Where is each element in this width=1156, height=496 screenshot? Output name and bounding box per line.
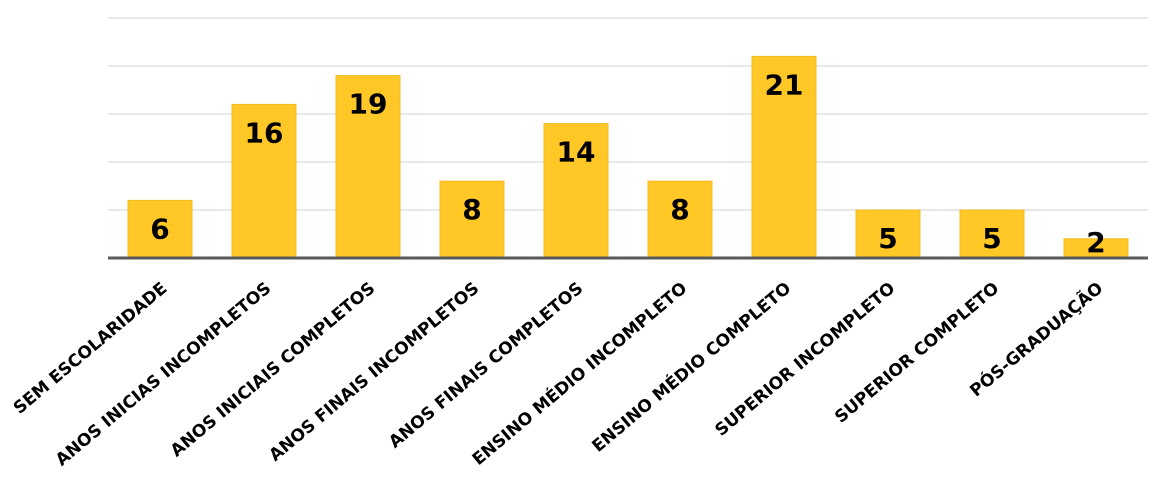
data-label: 5 <box>878 222 897 255</box>
data-label: 21 <box>765 68 804 101</box>
category-label: ANOS INICIAIS COMPLETOS <box>167 279 379 462</box>
data-label: 6 <box>150 212 169 245</box>
data-label: 14 <box>557 136 596 169</box>
data-label: 8 <box>670 193 689 226</box>
bar <box>543 123 609 259</box>
data-label: 16 <box>245 116 284 149</box>
bar <box>647 180 713 259</box>
bar <box>439 180 505 259</box>
bar <box>127 199 193 259</box>
category-label: SUPERIOR COMPLETO <box>831 279 1003 428</box>
bar <box>751 55 817 259</box>
bar <box>335 75 401 259</box>
bar <box>959 209 1025 259</box>
category-label: ENSINO MÉDIO INCOMPLETO <box>467 277 691 470</box>
data-labels: 6 16 19 8 14 8 21 5 5 2 <box>150 68 1105 259</box>
category-label: ENSINO MÉDIO COMPLETO <box>587 277 795 457</box>
category-label: ANOS INICIAS INCOMPLETOS <box>52 279 275 471</box>
bar <box>855 209 921 259</box>
category-label: SUPERIOR INCOMPLETO <box>711 279 899 441</box>
data-label: 8 <box>462 193 481 226</box>
data-label: 2 <box>1086 226 1105 259</box>
category-label: ANOS FINAIS COMPLETOS <box>385 279 587 453</box>
data-label: 5 <box>982 222 1001 255</box>
category-label: ANOS FINAIS INCOMPLETOS <box>266 279 484 466</box>
bars <box>127 55 1129 259</box>
data-label: 19 <box>349 88 388 121</box>
